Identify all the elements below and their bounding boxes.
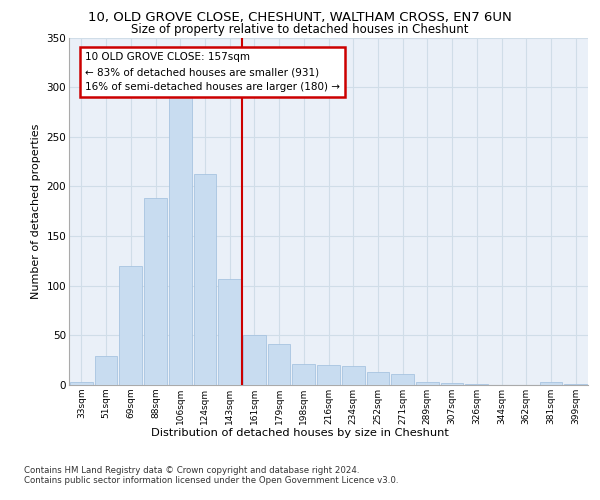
Bar <box>466 384 488 385</box>
Bar <box>95 356 118 385</box>
Bar <box>564 384 587 385</box>
Y-axis label: Number of detached properties: Number of detached properties <box>31 124 41 299</box>
Text: Size of property relative to detached houses in Cheshunt: Size of property relative to detached ho… <box>131 22 469 36</box>
Bar <box>169 96 191 385</box>
Bar <box>367 372 389 385</box>
Bar <box>243 336 266 385</box>
Bar <box>144 198 167 385</box>
Bar <box>441 383 463 385</box>
Bar <box>194 174 216 385</box>
Bar <box>292 364 315 385</box>
Bar <box>317 365 340 385</box>
Bar <box>70 382 93 385</box>
Bar <box>539 382 562 385</box>
Text: Contains HM Land Registry data © Crown copyright and database right 2024.: Contains HM Land Registry data © Crown c… <box>24 466 359 475</box>
Bar <box>391 374 414 385</box>
Text: 10 OLD GROVE CLOSE: 157sqm
← 83% of detached houses are smaller (931)
16% of sem: 10 OLD GROVE CLOSE: 157sqm ← 83% of deta… <box>85 52 340 92</box>
Text: Contains public sector information licensed under the Open Government Licence v3: Contains public sector information licen… <box>24 476 398 485</box>
Bar <box>342 366 365 385</box>
Bar <box>268 344 290 385</box>
Bar <box>119 266 142 385</box>
Bar <box>218 279 241 385</box>
Text: 10, OLD GROVE CLOSE, CHESHUNT, WALTHAM CROSS, EN7 6UN: 10, OLD GROVE CLOSE, CHESHUNT, WALTHAM C… <box>88 11 512 24</box>
Bar <box>416 382 439 385</box>
Text: Distribution of detached houses by size in Cheshunt: Distribution of detached houses by size … <box>151 428 449 438</box>
